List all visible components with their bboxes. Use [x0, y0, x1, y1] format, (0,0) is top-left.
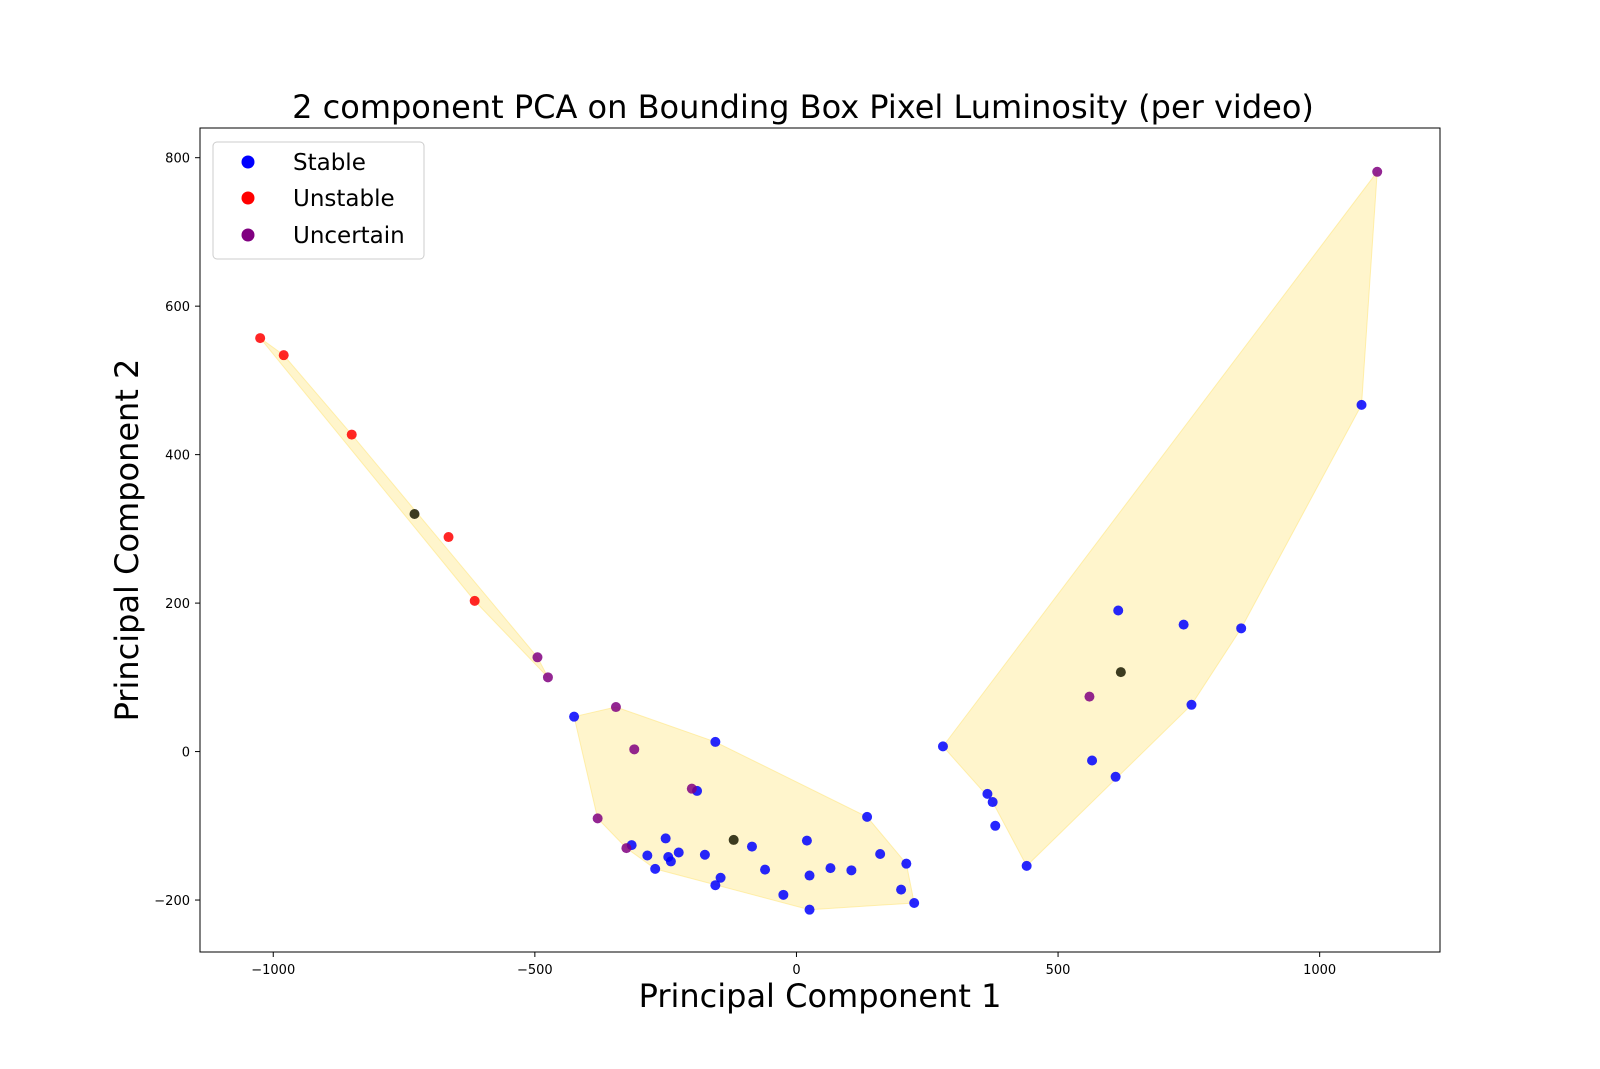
point-uncertain [686, 783, 697, 794]
point-stable [650, 863, 661, 874]
point-stable [801, 835, 812, 846]
point-stable [710, 880, 721, 891]
point-stable [987, 797, 998, 808]
legend-label-uncertain: Uncertain [293, 223, 405, 249]
plot-frame [199, 127, 1441, 953]
point-uncertain [1372, 166, 1383, 177]
point-stable [804, 904, 815, 915]
chart-title: 2 component PCA on Bounding Box Pixel Lu… [292, 88, 1314, 126]
point-uncertain [1084, 691, 1095, 702]
y-axis: −200 0 200 400 600 800 [154, 152, 200, 909]
point-stable [862, 811, 873, 822]
point-stable [569, 711, 580, 722]
point-layer [255, 166, 1383, 915]
x-tick-label: −500 [517, 963, 553, 978]
y-tick-label: −200 [154, 894, 190, 909]
legend-marker-stable [241, 155, 255, 169]
point-uncertain [532, 652, 543, 663]
point-stable [660, 833, 671, 844]
y-axis-label: Principal Component 2 [108, 359, 146, 722]
point-uncertain [621, 843, 632, 854]
point-stable [1021, 860, 1032, 871]
legend: Stable Unstable Uncertain [212, 141, 425, 260]
legend-box [212, 141, 425, 260]
point-stable [875, 849, 886, 860]
x-axis-label: Principal Component 1 [639, 977, 1002, 1015]
legend-marker-uncertain [241, 228, 255, 242]
point-uncertain [592, 813, 603, 824]
point-stable [1087, 755, 1098, 766]
point-stable [825, 863, 836, 874]
point-stable [804, 870, 815, 881]
hull-layer [259, 170, 1378, 911]
point-stable [990, 820, 1001, 831]
point-stable [901, 858, 912, 869]
point-stable [778, 889, 789, 900]
y-tick-label: 400 [165, 449, 190, 464]
point-stable [846, 865, 857, 876]
point-stable [982, 788, 993, 799]
point-stable [665, 856, 676, 867]
point-stable [699, 849, 710, 860]
x-tick-label: 500 [1046, 963, 1071, 978]
legend-label-unstable: Unstable [293, 186, 395, 212]
point-overlap [1115, 667, 1126, 678]
cluster-hull-3 [942, 170, 1378, 867]
point-stable [760, 864, 771, 875]
point-stable [710, 736, 721, 747]
point-stable [1356, 399, 1367, 410]
x-axis: −1000 −500 0 500 1000 [251, 952, 1336, 978]
y-tick-label: 200 [165, 597, 190, 612]
legend-label-stable: Stable [293, 150, 366, 176]
point-overlap [728, 834, 739, 845]
point-stable [909, 898, 920, 909]
x-tick-label: 1000 [1303, 963, 1336, 978]
point-stable [1236, 623, 1247, 634]
y-tick-label: 800 [165, 152, 190, 167]
point-overlap [409, 509, 420, 520]
point-unstable [346, 429, 357, 440]
point-stable [746, 841, 757, 852]
point-unstable [278, 350, 289, 361]
point-unstable [469, 595, 480, 606]
point-stable [1178, 619, 1189, 630]
point-stable [1113, 605, 1124, 616]
point-stable [642, 850, 653, 861]
x-tick-label: 0 [792, 963, 800, 978]
point-stable [715, 872, 726, 883]
point-uncertain [542, 672, 553, 683]
y-tick-label: 0 [182, 746, 190, 761]
point-uncertain [629, 744, 640, 755]
point-stable [1186, 699, 1197, 710]
legend-marker-unstable [241, 191, 255, 205]
point-stable [937, 741, 948, 752]
point-uncertain [610, 702, 621, 713]
point-stable [1110, 771, 1121, 782]
point-stable [673, 847, 684, 858]
point-unstable [443, 532, 454, 543]
x-tick-label: −1000 [251, 963, 295, 978]
y-tick-label: 600 [165, 300, 190, 315]
point-stable [896, 884, 907, 895]
point-unstable [255, 333, 266, 344]
